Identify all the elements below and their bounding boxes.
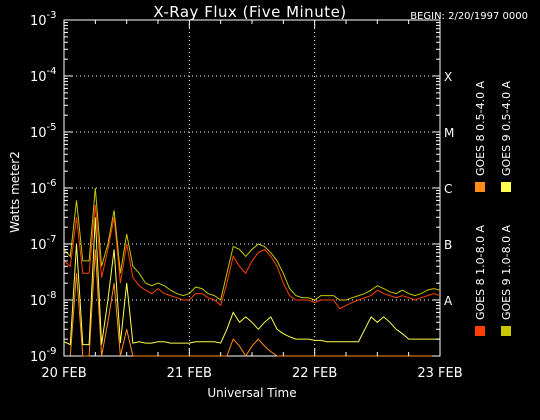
legend-entry: GOES 8 1.0-8.0 A: [474, 224, 487, 336]
chart-title: X-Ray Flux (Five Minute): [153, 3, 347, 21]
legend-swatch: [501, 326, 511, 336]
series-line-1: [63, 204, 441, 310]
y-tick-label: 10-3: [30, 10, 57, 29]
legend-swatch: [475, 326, 485, 336]
y-tick-label: 10-5: [30, 122, 57, 141]
flare-class-label: X: [444, 70, 452, 84]
legend-label: GOES 9 1.0-8.0 A: [500, 224, 513, 320]
legend-swatch: [475, 182, 485, 192]
grid-lines: [64, 20, 440, 356]
y-tick-label: 10-4: [30, 66, 57, 85]
legend-entry: GOES 9 1.0-8.0 A: [500, 224, 513, 336]
legend-entry: GOES 8 0.5-4.0 A: [474, 80, 487, 192]
begin-date-label: BEGIN: 2/20/1997 0000: [410, 11, 528, 22]
x-axis-label: Universal Time: [207, 386, 297, 400]
x-tick-label: 21 FEB: [167, 366, 212, 381]
legend: GOES 8 1.0-8.0 A GOES 9 1.0-8.0 A GOES 8 0…: [474, 80, 513, 336]
flare-class-label: B: [444, 238, 452, 252]
series-line-3: [63, 187, 441, 301]
series-line-4: [63, 217, 440, 346]
axes-layer: 10-9 10-8 10-7 10-6 10-5 10-4 10-3 20 FEB 21 FEB…: [30, 10, 463, 381]
series-layer: [63, 187, 441, 357]
x-tick-label: 20 FEB: [41, 366, 86, 381]
flare-class-label: A: [444, 294, 453, 308]
x-tick-label: 23 FEB: [417, 366, 462, 381]
y-tick-label: 10-9: [30, 346, 57, 365]
flare-class-label: M: [444, 126, 454, 140]
y-axis-label: Watts meter2: [7, 151, 22, 233]
legend-entry: GOES 9 0.5-4.0 A: [500, 80, 513, 192]
legend-label: GOES 8 0.5-4.0 A: [474, 80, 487, 176]
y-tick-label: 10-8: [30, 290, 57, 309]
y-tick-label: 10-7: [30, 234, 57, 253]
legend-label: GOES 8 1.0-8.0 A: [474, 224, 487, 320]
y-tick-label: 10-6: [30, 178, 57, 197]
legend-label: GOES 9 0.5-4.0 A: [500, 80, 513, 176]
x-tick-label: 22 FEB: [292, 366, 337, 381]
flare-class-label: C: [444, 182, 452, 196]
legend-swatch: [501, 182, 511, 192]
